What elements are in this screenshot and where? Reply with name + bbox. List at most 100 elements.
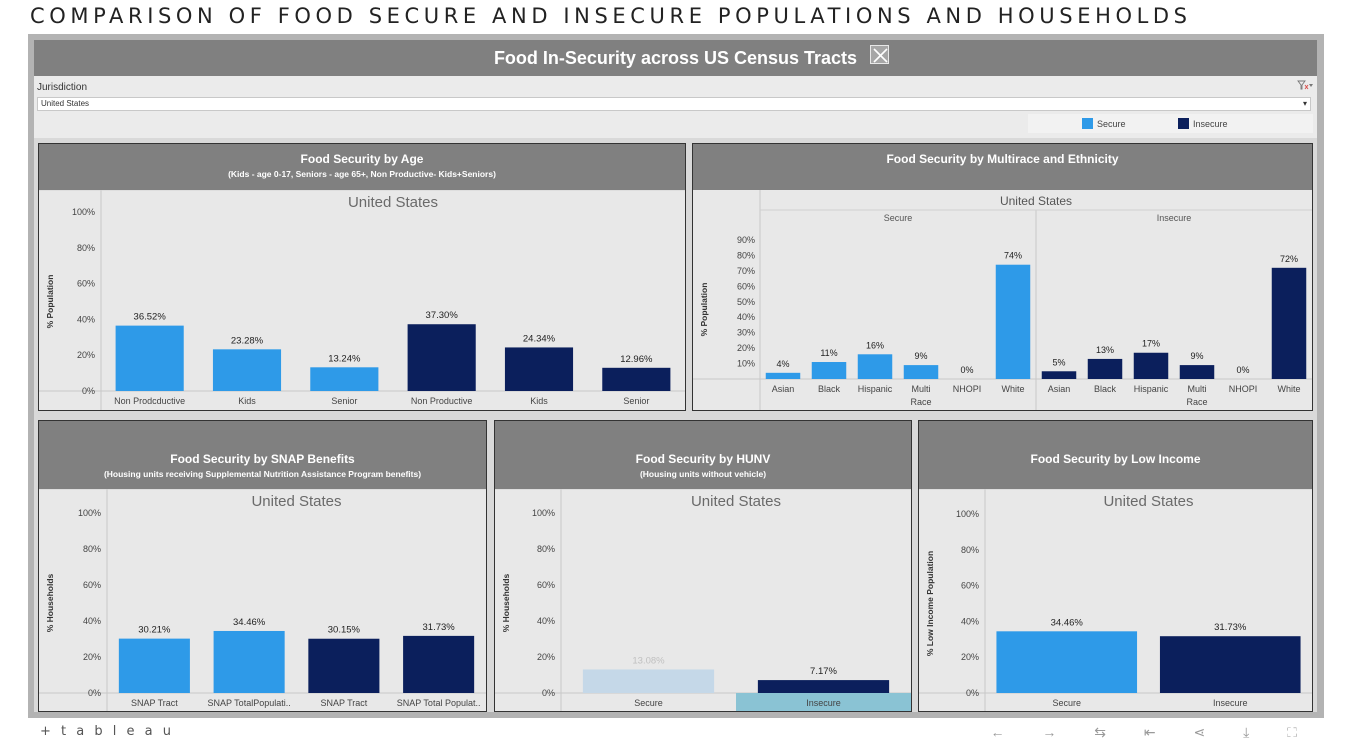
x-tick-label: SNAP Tract [131, 698, 178, 708]
x-tick-label: Senior [331, 396, 357, 406]
bar-value-label: 37.30% [426, 310, 459, 321]
x-tick-label: Secure [1052, 698, 1081, 708]
x-tick-label: Non Prodcductive [114, 396, 185, 406]
x-tick-label: Kids [238, 396, 256, 406]
y-tick-label: 60% [961, 581, 979, 591]
bar-value-label: 72% [1280, 254, 1298, 264]
bar-value-label: 11% [820, 348, 837, 358]
chart-panel-race: Food Security by Multirace and Ethnicity… [692, 143, 1313, 411]
y-tick-label: 30% [737, 328, 755, 338]
toolbar-footer: + t a b l e a u ← → ⇆ ⇤ ⋖ ⤓ ⛶ [28, 720, 1324, 744]
bar-value-label: 9% [914, 351, 927, 361]
page-title: COMPARISON OF FOOD SECURE AND INSECURE P… [30, 4, 1192, 28]
bar-value-label: 74% [1004, 251, 1022, 261]
panel-subtitle: (Housing units receiving Supplemental Nu… [103, 469, 422, 479]
tableau-logo[interactable]: + t a b l e a u [40, 724, 174, 739]
y-tick-label: 40% [737, 312, 755, 322]
panel-header: Food Security by Age (Kids - age 0-17, S… [39, 144, 685, 190]
y-tick-label: 60% [737, 281, 755, 291]
panel-subtitle: (Housing units without vehicle) [639, 469, 767, 479]
bar-value-label: 16% [866, 340, 884, 350]
bar [1271, 267, 1307, 379]
x-tick-label: Black [818, 384, 841, 394]
panel-subtitle: (Kids - age 0-17, Seniors - age 65+, Non… [228, 169, 496, 179]
bar [1087, 358, 1123, 379]
y-tick-label: 0% [82, 386, 95, 396]
legend-item-secure[interactable]: Secure [1082, 118, 1126, 129]
bar-value-label: 31.73% [423, 622, 456, 633]
y-tick-label: 40% [961, 616, 979, 626]
x-tick-label: NHOPI [1229, 384, 1258, 394]
legend-label-secure: Secure [1097, 119, 1126, 129]
y-axis-title: % Low Income Population [925, 551, 935, 656]
bar-value-label: 34.46% [1051, 617, 1084, 628]
snap-chart: United States % Households 0% 20% 40% 60% 80% 1… [39, 489, 486, 711]
bar [1041, 371, 1077, 379]
bar [602, 367, 671, 391]
bar [1133, 352, 1169, 379]
income-chart: United States % Low Income Population 0% 20… [919, 489, 1312, 711]
hunv-chart: United States % Households 0% 20% 40% 60% 80% 1… [495, 489, 911, 711]
y-tick-label: 80% [83, 544, 101, 554]
chart-panel-income: Food Security by Low Income United State… [918, 420, 1313, 712]
bar-value-label: 13.08% [632, 655, 665, 666]
y-tick-label: 60% [77, 279, 95, 289]
panel-title: Food Security by HUNV [635, 452, 771, 466]
selected-category-highlight [736, 693, 911, 711]
jurisdiction-select[interactable]: United States ▾ [37, 97, 1311, 111]
y-tick-label: 0% [542, 688, 555, 698]
filter-label: Jurisdiction [37, 82, 88, 93]
bar [903, 365, 939, 379]
chart-panel-snap: Food Security by SNAP Benefits (Housing … [38, 420, 487, 712]
bar-value-label: 4% [776, 359, 789, 369]
x-tick-label: Black [1094, 384, 1117, 394]
legend-swatch-secure [1082, 118, 1093, 129]
chart-panel-hunv: Food Security by HUNV (Housing units wit… [494, 420, 912, 712]
chevron-down-icon: ▾ [1302, 99, 1307, 108]
y-axis-title: % Population [699, 283, 709, 337]
y-tick-label: 80% [737, 250, 755, 260]
bar [996, 631, 1138, 693]
bar [504, 347, 574, 391]
filter-area: Jurisdiction United States ▾ [34, 76, 1317, 138]
bar-value-label: 34.46% [233, 617, 266, 628]
x-tick-label: Asian [772, 384, 795, 394]
panel-title: Food Security by SNAP Benefits [170, 452, 355, 466]
bar [757, 680, 890, 693]
jurisdiction-value: United States [41, 99, 90, 108]
bar-value-label: 30.15% [328, 625, 361, 636]
bar-value-label: 0% [960, 365, 973, 375]
x-tick-label: Asian [1048, 384, 1071, 394]
bar-value-label: 13.24% [328, 353, 361, 364]
y-tick-label: 80% [77, 243, 95, 253]
clear-filter-icon[interactable] [1297, 80, 1313, 93]
x-tick-label: Secure [634, 698, 663, 708]
bar [765, 372, 801, 379]
dashboard-header: Food In-Security across US Census Tracts [34, 40, 1317, 76]
y-tick-label: 0% [966, 688, 979, 698]
bar [403, 635, 475, 693]
y-tick-label: 40% [83, 616, 101, 626]
y-tick-label: 80% [961, 545, 979, 555]
x-tick-label: Senior [623, 396, 649, 406]
y-tick-label: 20% [537, 652, 555, 662]
toolbar-nav-icons[interactable]: ← → ⇆ ⇤ ⋖ ⤓ ⛶ [990, 724, 1314, 740]
y-tick-label: 100% [78, 508, 101, 518]
x-tick-label: SNAP Tract [320, 698, 367, 708]
bar [212, 349, 282, 391]
y-tick-label: 20% [83, 652, 101, 662]
y-tick-label: 90% [737, 235, 755, 245]
x-tick-label: Insecure [806, 698, 841, 708]
y-tick-label: 60% [537, 580, 555, 590]
race-chart: United States % Population 10% 20% 30% 40% 50%… [693, 190, 1312, 410]
bar [407, 324, 476, 391]
bar-value-label: 0% [1236, 365, 1249, 375]
bar-value-label: 30.21% [138, 625, 171, 636]
bar-value-label: 7.17% [810, 666, 837, 677]
bar [310, 367, 379, 391]
legend: Secure Insecure [1028, 114, 1313, 133]
x-tick-label: White [1001, 384, 1024, 394]
legend-item-insecure[interactable]: Insecure [1178, 118, 1228, 129]
close-icon[interactable] [870, 45, 889, 64]
x-tick-label: Multi [911, 384, 930, 394]
